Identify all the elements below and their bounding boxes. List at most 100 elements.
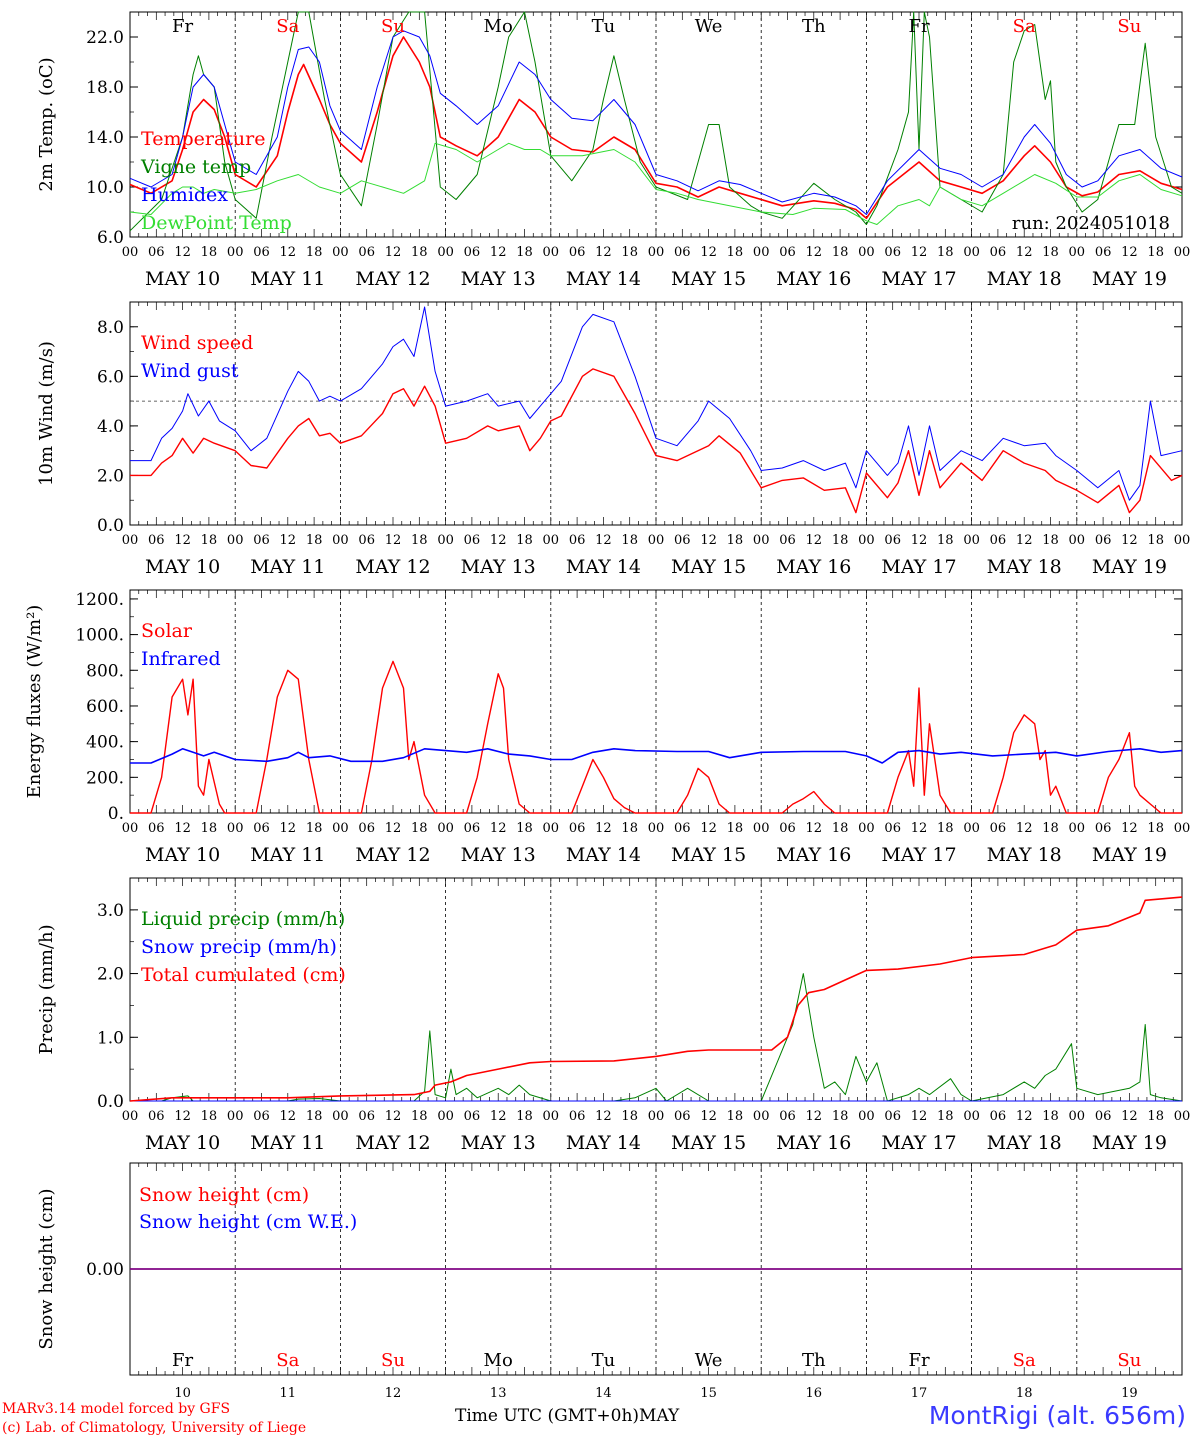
weekday-label: We	[695, 16, 723, 37]
run-annotation: run: 2024051018	[1012, 213, 1170, 234]
hour-label: 12	[1016, 533, 1033, 548]
hour-label: 00	[437, 1109, 454, 1124]
hour-label: 06	[779, 533, 796, 548]
hour-label: 12	[700, 821, 717, 836]
legend-entry: Snow height (cm)	[139, 1184, 309, 1206]
y-tick-label: 0.0	[97, 516, 124, 536]
hour-label: 06	[464, 245, 481, 260]
hour-label: 18	[727, 821, 744, 836]
hour-label: 18	[621, 821, 638, 836]
hour-label: 06	[569, 1109, 586, 1124]
hour-label: 06	[990, 1109, 1007, 1124]
day-number: 10	[174, 1386, 191, 1401]
hour-label: 00	[227, 1109, 244, 1124]
legend-entry: Infrared	[141, 648, 221, 670]
credit-lab: (c) Lab. of Climatology, University of L…	[2, 1420, 307, 1436]
hour-label: 00	[648, 533, 665, 548]
hour-label: 18	[937, 1109, 954, 1124]
day-number: 17	[911, 1386, 928, 1401]
day-number: 11	[280, 1386, 297, 1401]
legend-entry: Wind speed	[141, 332, 253, 354]
hour-label: 06	[253, 1109, 270, 1124]
hour-label: 18	[201, 245, 218, 260]
hour-label: 06	[884, 1109, 901, 1124]
y-tick-label: 8.0	[97, 318, 124, 338]
date-label: MAY 16	[776, 844, 851, 866]
hour-label: 12	[385, 1109, 402, 1124]
hour-label: 18	[621, 245, 638, 260]
hour-label: 00	[543, 821, 560, 836]
hour-label: 06	[779, 245, 796, 260]
date-label: MAY 11	[250, 844, 325, 866]
y-tick-label: 1000.	[75, 626, 124, 646]
legend-entry: Temperature	[141, 128, 265, 150]
weekday-label: Sa	[276, 1350, 299, 1371]
weekday-label: Fr	[172, 16, 193, 37]
date-label: MAY 10	[145, 268, 220, 290]
hour-label: 18	[832, 821, 849, 836]
hour-label: 00	[648, 821, 665, 836]
hour-label: 18	[1147, 533, 1164, 548]
hour-label: 06	[148, 821, 165, 836]
panel-energy: 0. 200. 400. 600. 800. 1000. 1200. Energy fluxe…	[24, 589, 1190, 866]
hour-label: 18	[832, 1109, 849, 1124]
hour-label: 12	[911, 1109, 928, 1124]
hour-label: 18	[727, 533, 744, 548]
hour-label: 12	[280, 1109, 297, 1124]
hour-label: 00	[858, 821, 875, 836]
y-tick-label: 18.0	[86, 78, 124, 98]
hour-label: 12	[595, 821, 612, 836]
weekday-label: Fr	[172, 1350, 193, 1371]
date-label: MAY 18	[987, 1132, 1062, 1154]
y-tick-label: 1200.	[75, 590, 124, 610]
date-label: MAY 15	[671, 1132, 746, 1154]
y-tick-label: 4.0	[97, 417, 124, 437]
legend-entry: Liquid precip (mm/h)	[141, 908, 345, 930]
hour-label: 06	[253, 533, 270, 548]
hour-label: 18	[201, 1109, 218, 1124]
hour-label: 06	[464, 533, 481, 548]
x-axis-month: MAY	[639, 1406, 680, 1426]
weekday-label: We	[695, 1350, 723, 1371]
hour-label: 12	[1016, 821, 1033, 836]
hour-label: 00	[543, 533, 560, 548]
hour-label: 12	[1121, 1109, 1138, 1124]
hour-label: 00	[437, 533, 454, 548]
hour-label: 00	[332, 245, 349, 260]
date-label: MAY 16	[776, 556, 851, 578]
weekday-label: Tu	[592, 1350, 616, 1371]
hour-label: 06	[884, 245, 901, 260]
y-tick-label: 2.0	[97, 965, 124, 985]
series-line-total-cumulated-cm-	[129, 896, 1183, 1102]
hour-label: 06	[779, 821, 796, 836]
hour-label: 12	[595, 1109, 612, 1124]
hour-label: 06	[358, 1109, 375, 1124]
y-axis-label: Energy fluxes (W/m²)	[24, 605, 45, 799]
hour-label: 00	[753, 1109, 770, 1124]
hour-label: 00	[122, 245, 139, 260]
date-label: MAY 10	[145, 556, 220, 578]
hour-label: 18	[411, 533, 428, 548]
hour-label: 06	[148, 533, 165, 548]
series-line-vigne-temp	[129, 11, 1183, 232]
legend-entry: Humidex	[141, 184, 228, 206]
hour-label: 12	[911, 245, 928, 260]
date-label: MAY 19	[1092, 1132, 1167, 1154]
hour-label: 06	[990, 533, 1007, 548]
hour-label: 12	[280, 245, 297, 260]
hour-label: 00	[648, 1109, 665, 1124]
hour-label: 12	[700, 533, 717, 548]
weekday-label: Th	[802, 16, 826, 37]
panel-frame	[129, 11, 1183, 238]
hour-label: 18	[832, 533, 849, 548]
weekday-label: Su	[381, 16, 405, 37]
legend-entry: Snow height (cm W.E.)	[139, 1211, 357, 1233]
weekday-label: Sa	[1013, 1350, 1036, 1371]
hour-label: 12	[595, 245, 612, 260]
hour-label: 12	[1121, 245, 1138, 260]
series-line-dewpoint-temp	[129, 142, 1183, 225]
hour-label: 00	[1174, 245, 1191, 260]
hour-label: 00	[437, 245, 454, 260]
hour-label: 06	[884, 821, 901, 836]
